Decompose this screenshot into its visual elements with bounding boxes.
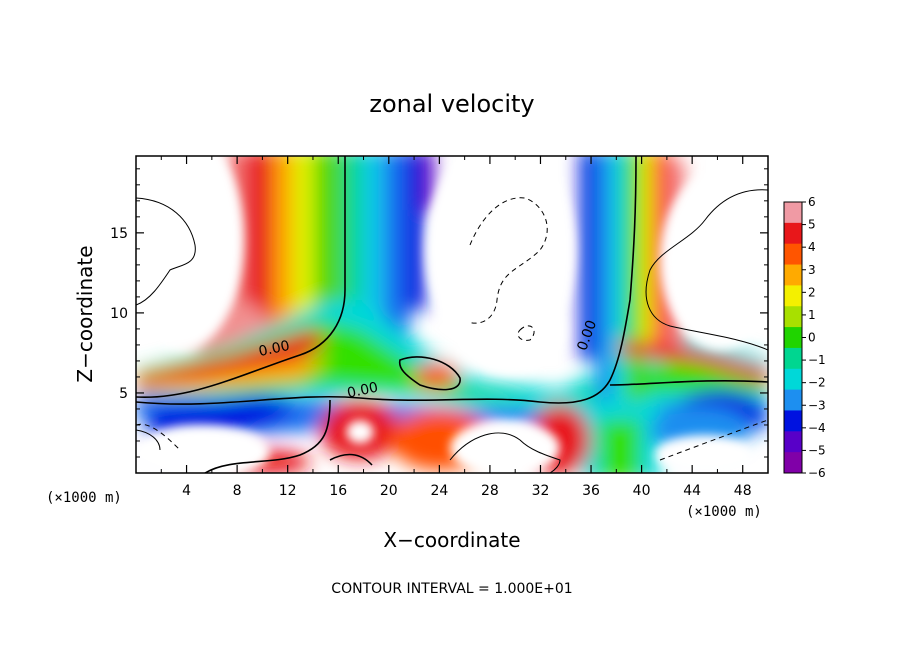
- x-tick-label: 16: [329, 483, 347, 499]
- y-axis-ticks: 5 10 15: [110, 168, 768, 458]
- x-axis-ticks: 4 8 12 16 20 24 28 32 36 40 44 48: [160, 156, 752, 499]
- colorbar-swatch: [784, 410, 802, 432]
- colorbar-swatch: [784, 243, 802, 266]
- x-tick-label: 32: [532, 483, 550, 499]
- chart-title: zonal velocity: [369, 90, 534, 118]
- y-unit-label: (×1000 m): [46, 490, 122, 506]
- colorbar-swatch: [784, 327, 802, 349]
- colorbar-swatch: [784, 389, 802, 411]
- x-tick-label: 20: [380, 483, 398, 499]
- contour-interval-footer: CONTOUR INTERVAL = 1.000E+01: [331, 581, 572, 597]
- colorbar-tick-label: 5: [808, 218, 816, 232]
- colorbar-tick-label: −1: [808, 353, 826, 367]
- colorbar-tick-label: 0: [808, 331, 816, 345]
- x-tick-label: 40: [633, 483, 651, 499]
- velocity-field: [136, 156, 768, 473]
- x-axis-label: X−coordinate: [383, 528, 520, 552]
- x-tick-label: 24: [430, 483, 448, 499]
- x-tick-label: 8: [233, 483, 242, 499]
- colorbar-swatch: [784, 222, 802, 245]
- colorbar-tick-label: 1: [808, 308, 816, 322]
- contour-label: 0.00: [257, 338, 291, 360]
- x-tick-label: 12: [279, 483, 297, 499]
- colorbar-swatch: [784, 264, 802, 286]
- colorbar-swatch: [784, 285, 802, 307]
- zero-contour-lower: [136, 156, 637, 405]
- colorbar-tick-label: −3: [808, 398, 826, 412]
- colorbar-swatch: [784, 306, 802, 328]
- colorbar-swatch: [784, 368, 802, 391]
- x-tick-label: 48: [734, 483, 752, 499]
- x-tick-label: 36: [582, 483, 600, 499]
- y-tick-label: 10: [110, 306, 128, 322]
- zero-contour-main: [136, 156, 346, 399]
- colorbar-tick-label: −6: [808, 466, 826, 480]
- colorbar-tick-label: 3: [808, 263, 816, 277]
- plot-frame: [135, 155, 769, 474]
- x-tick-label: 44: [683, 483, 701, 499]
- colorbar-swatch: [784, 347, 802, 370]
- colorbar-tick-label: −4: [808, 421, 826, 435]
- y-axis-label: Z−coordinate: [73, 245, 97, 382]
- colorbar-swatch: [784, 452, 802, 474]
- colorbar-tick-label: 6: [808, 195, 816, 209]
- colorbar-tick-label: −2: [808, 376, 826, 390]
- colorbar-swatch: [784, 202, 802, 224]
- colorbar-swatch: [784, 431, 802, 453]
- colorbar-tick-label: −5: [808, 443, 826, 457]
- colorbar-tick-label: 2: [808, 285, 816, 299]
- colorbar-tick-label: 4: [808, 240, 816, 254]
- colorbar: 6 5 4 3 2 1 0 −1 −2 −3 −4 −5 −6: [783, 195, 826, 480]
- y-tick-label: 5: [119, 386, 128, 402]
- x-tick-label: 28: [481, 483, 499, 499]
- x-tick-label: 4: [182, 483, 191, 499]
- x-unit-label: (×1000 m): [686, 504, 762, 520]
- contour-label: 0.00: [346, 380, 380, 402]
- y-tick-label: 15: [110, 226, 128, 242]
